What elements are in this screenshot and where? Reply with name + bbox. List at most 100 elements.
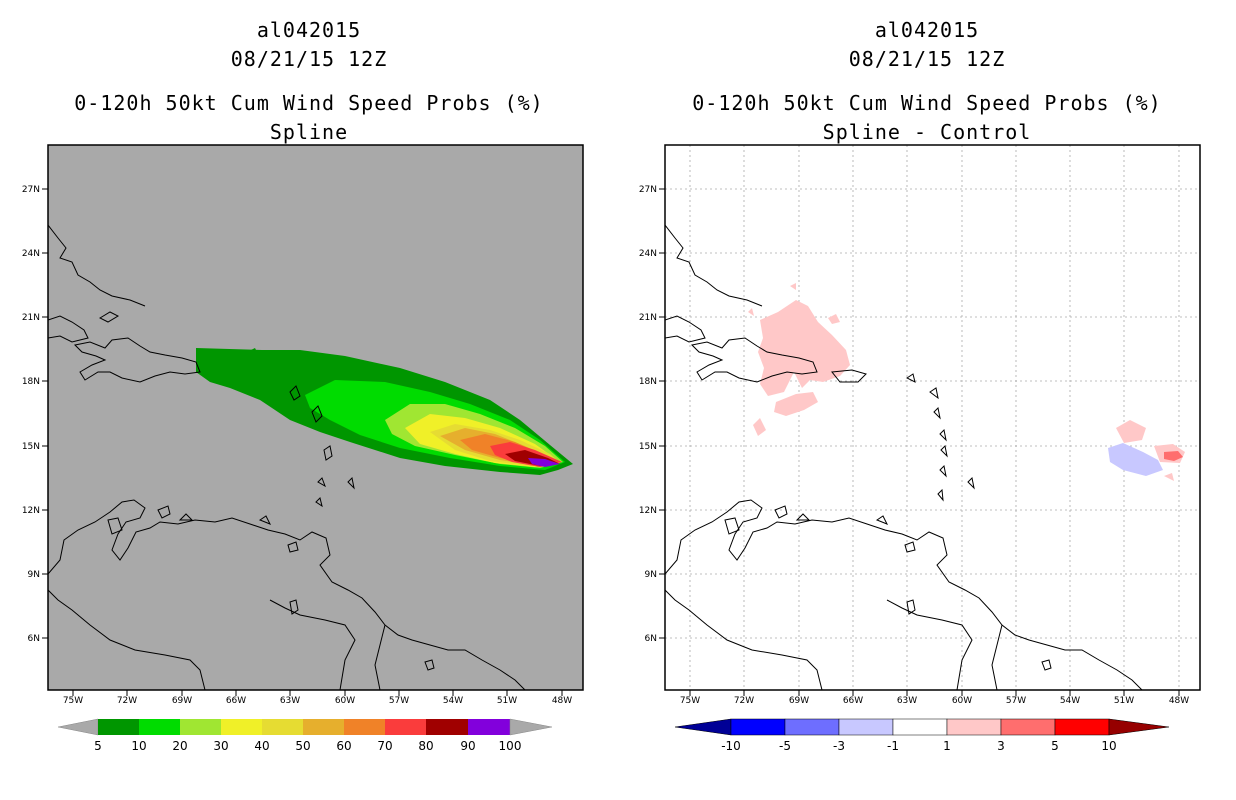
colorbar-cell-40-50	[262, 719, 303, 735]
lat-label: 27N	[639, 185, 657, 195]
map-svg: 27N 24N 21N 18N 15N 12N 9N 6N 75W 72W 69…	[639, 144, 1201, 753]
lon-label: 48W	[552, 696, 572, 706]
diff-pos-1-3-contour	[753, 418, 766, 436]
lat-tick: 9N	[28, 570, 48, 580]
colorbar-label: 20	[172, 739, 187, 753]
lon-tick: 48W	[1169, 690, 1189, 706]
lon-label: 60W	[952, 696, 972, 706]
lat-label: 9N	[645, 570, 657, 580]
lon-tick: 51W	[1114, 690, 1134, 706]
colorbar-label: -1	[887, 739, 899, 753]
lat-tick: 9N	[645, 570, 665, 580]
panel-spline-minus-control: al042015 08/21/15 12Z 0-120h 50kt Cum Wi…	[618, 0, 1236, 800]
lat-label: 6N	[28, 634, 40, 644]
colorbar-label: 50	[295, 739, 310, 753]
colorbar-label: 3	[997, 739, 1005, 753]
lon-tick: 60W	[335, 690, 355, 706]
lat-label: 27N	[22, 185, 40, 195]
colorbar-label: 5	[1051, 739, 1059, 753]
colorbar-cell-90-100	[468, 719, 510, 735]
lon-tick: 60W	[952, 690, 972, 706]
diff-pos-1-3-contour	[758, 300, 850, 396]
colorbar-cell-1-3	[946, 718, 1002, 736]
lon-tick: 72W	[117, 690, 137, 706]
lon-label: 69W	[789, 696, 809, 706]
lon-label: 57W	[1006, 696, 1026, 706]
lat-label: 21N	[639, 313, 657, 323]
lat-tick: 21N	[22, 313, 48, 323]
prob-90-contour	[528, 458, 560, 467]
lon-label: 51W	[497, 696, 517, 706]
colorbar-label: 90	[460, 739, 475, 753]
lon-label: 66W	[226, 696, 246, 706]
lon-label: 54W	[1060, 696, 1080, 706]
colorbar-label: 10	[1101, 739, 1116, 753]
map-border	[664, 144, 1201, 691]
colorbar-cell-5-10	[98, 719, 139, 735]
forecast-datetime: 08/21/15 12Z	[230, 47, 388, 71]
lon-label: 72W	[117, 696, 137, 706]
lat-axis: 27N 24N 21N 18N 15N 12N 9N 6N	[639, 185, 665, 644]
lon-tick: 72W	[734, 690, 754, 706]
lat-label: 15N	[22, 442, 40, 452]
lon-tick: 57W	[1006, 690, 1026, 706]
lon-axis: 75W 72W 69W 66W 63W 60W 57W 54W 51W 48W	[680, 690, 1189, 706]
colorbar-label: 100	[499, 739, 522, 753]
colorbar-end-high	[509, 718, 553, 736]
diff-pos-1-3-contour	[1116, 420, 1146, 443]
lat-tick: 12N	[22, 506, 48, 516]
lon-label: 54W	[443, 696, 463, 706]
diff-pos-1-3-contour	[774, 392, 818, 416]
panel-spline: al042015 08/21/15 12Z 0-120h 50kt Cum Wi…	[22, 18, 584, 753]
colorbar-cell-neg1-1	[892, 718, 948, 736]
lon-tick: 66W	[843, 690, 863, 706]
diff-pos-1-3-contour	[1164, 473, 1174, 481]
lat-tick: 27N	[22, 185, 48, 195]
lon-label: 75W	[63, 696, 83, 706]
colorbar-cell-5-10	[1054, 718, 1110, 736]
lon-label: 66W	[843, 696, 863, 706]
lon-label: 69W	[172, 696, 192, 706]
colorbar-cell-neg3-neg1	[838, 718, 894, 736]
colorbar-cell-neg5-neg3	[784, 718, 840, 736]
lon-tick: 69W	[789, 690, 809, 706]
colorbar-label: 1	[943, 739, 951, 753]
grid-lines	[665, 145, 1200, 690]
lon-tick: 51W	[497, 690, 517, 706]
colorbar-label: 5	[94, 739, 102, 753]
lon-label: 60W	[335, 696, 355, 706]
lon-label: 48W	[1169, 696, 1189, 706]
diff-pos-3-5-contour	[1164, 451, 1183, 461]
colorbar-label: 60	[336, 739, 351, 753]
panel-subtitle: Spline - Control	[822, 120, 1032, 144]
colorbar-label: 80	[418, 739, 433, 753]
panel-subtitle: Spline	[269, 120, 349, 144]
lat-tick: 6N	[28, 634, 48, 644]
lat-tick: 18N	[22, 377, 48, 387]
lon-tick: 54W	[443, 690, 463, 706]
colorbar-cell-50-60	[303, 719, 344, 735]
lat-label: 24N	[639, 249, 657, 259]
colorbar-label: 10	[131, 739, 146, 753]
colorbar-cell-60-70	[344, 719, 385, 735]
lat-label: 18N	[639, 377, 657, 387]
lat-tick: 18N	[639, 377, 665, 387]
lon-tick: 75W	[63, 690, 83, 706]
diff-neg-1-3-contour	[1108, 443, 1163, 476]
colorbar-cell-30-40	[221, 719, 262, 735]
lat-label: 24N	[22, 249, 40, 259]
colorbar-cell-70-80	[385, 719, 426, 735]
lat-label: 12N	[639, 506, 657, 516]
lat-tick: 27N	[639, 185, 665, 195]
coastlines	[48, 224, 526, 690]
lon-label: 57W	[389, 696, 409, 706]
diff-pos-1-3-contour	[828, 314, 840, 324]
lon-tick: 75W	[680, 690, 700, 706]
lat-tick: 15N	[22, 442, 48, 452]
colorbar: 5 10 20 30 40 50 60 70 80 90 100	[57, 718, 553, 753]
map-frame	[665, 145, 1200, 690]
colorbar-cell-80-90	[426, 719, 468, 735]
lat-tick: 24N	[639, 249, 665, 259]
storm-id: al042015	[256, 18, 362, 42]
lat-label: 18N	[22, 377, 40, 387]
